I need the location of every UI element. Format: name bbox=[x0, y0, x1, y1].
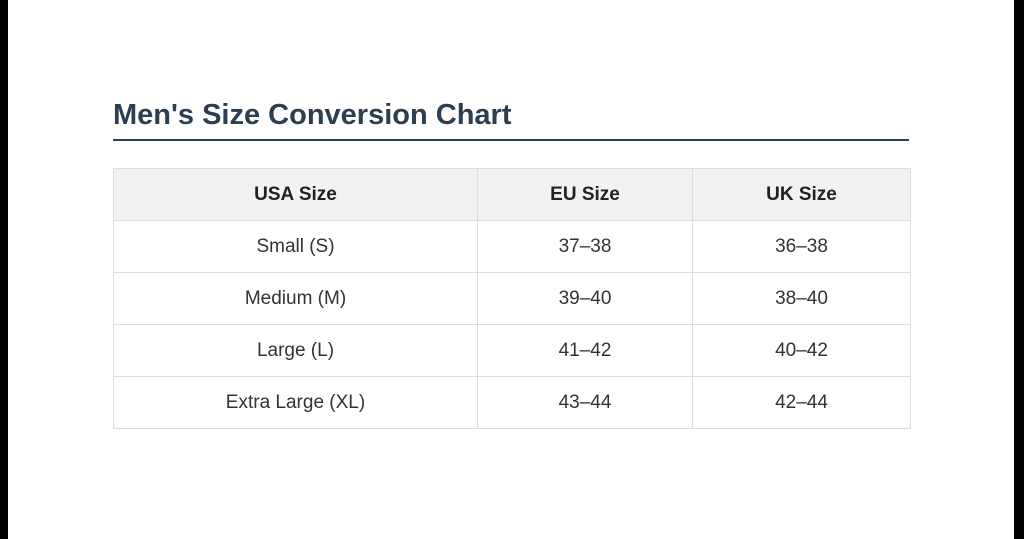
table-cell: 43–44 bbox=[477, 376, 693, 429]
column-header: UK Size bbox=[692, 168, 911, 221]
header-row: USA Size EU Size UK Size bbox=[113, 168, 911, 221]
table-cell: 39–40 bbox=[477, 272, 693, 325]
title-underline bbox=[113, 139, 909, 141]
table-cell: Small (S) bbox=[113, 220, 478, 273]
column-header: USA Size bbox=[113, 168, 478, 221]
table-cell: 37–38 bbox=[477, 220, 693, 273]
table-cell: 38–40 bbox=[692, 272, 911, 325]
page-title: Men's Size Conversion Chart bbox=[113, 99, 512, 131]
table-body: Small (S) 37–38 36–38 Medium (M) 39–40 38–40 L… bbox=[113, 220, 911, 429]
table-row: Small (S) 37–38 36–38 bbox=[113, 220, 911, 273]
table-cell: 36–38 bbox=[692, 220, 911, 273]
table-cell: 42–44 bbox=[692, 376, 911, 429]
table-head: USA Size EU Size UK Size bbox=[113, 168, 911, 221]
content: Men's Size Conversion Chart USA Size EU S… bbox=[8, 0, 1014, 539]
table-row: Medium (M) 39–40 38–40 bbox=[113, 272, 911, 325]
table-cell: Medium (M) bbox=[113, 272, 478, 325]
table-cell: Extra Large (XL) bbox=[113, 376, 478, 429]
table-cell: 40–42 bbox=[692, 324, 911, 377]
table-cell: 41–42 bbox=[477, 324, 693, 377]
table-row: Large (L) 41–42 40–42 bbox=[113, 324, 911, 377]
size-table: USA Size EU Size UK Size Small (S) 37–38 36–… bbox=[113, 168, 911, 429]
table-row: Extra Large (XL) 43–44 42–44 bbox=[113, 376, 911, 429]
column-header: EU Size bbox=[477, 168, 693, 221]
table-cell: Large (L) bbox=[113, 324, 478, 377]
